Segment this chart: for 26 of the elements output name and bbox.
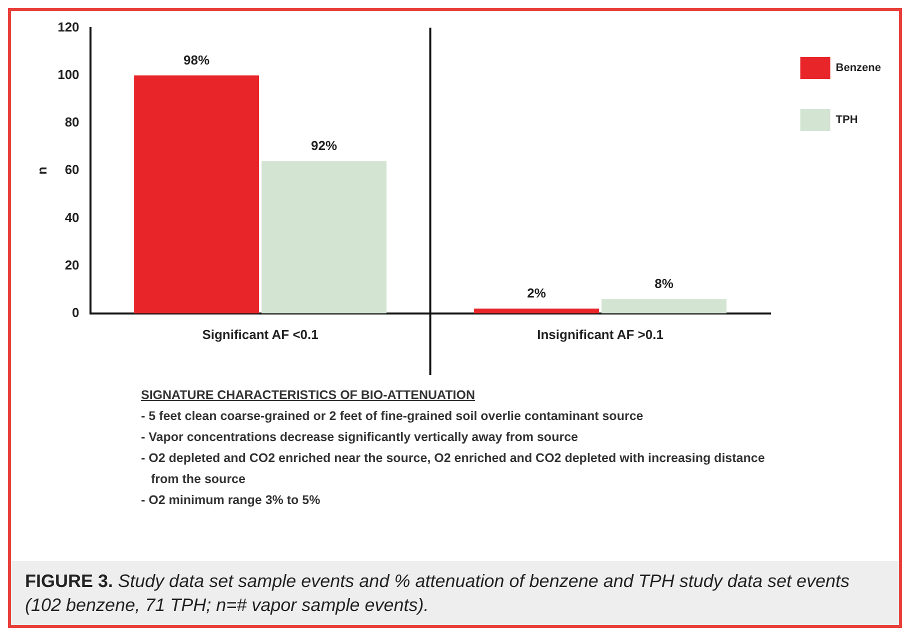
text: - O2 minimum range 3% to 5% [141,492,322,509]
text: - Vapor concentrations decrease significantly vertically away from source [141,429,579,446]
annotation: 98% [184,52,210,68]
caption: FIGURE 3. Study data set sample events and % attenuation of benzene and TPH study data set events (102 benzene, 71 TPH; n=# vapor sample events). [25,571,850,615]
y-tick-label: 120 [58,19,80,34]
y-tick-label: 60 [64,162,80,178]
annotation: 8% [654,276,674,292]
bar [262,161,387,314]
y-tick-label: 0 [72,304,80,320]
y-tick-label: 80 [64,114,80,130]
bar [602,299,726,314]
annotation: 2% [527,286,546,301]
text: - O2 depleted and CO2 enriched near the source, O2 enriched and CO2 depleted with increasing distance from the source [141,450,766,488]
bar [474,308,599,314]
y-tick-label: 100 [58,66,80,82]
legend-label: TPH [836,114,858,126]
bar [134,75,260,314]
annotation: 92% [311,138,338,154]
x-tick-label: Insignificant AF >0.1 [537,326,664,342]
legend-label: Benzene [836,62,882,74]
text: SIGNATURE CHARACTERISTICS OF BIO-ATTENUATION [141,387,476,404]
text: - 5 feet clean coarse-grained or 2 feet of fine-grained soil overlie contaminant source [141,408,644,425]
y-tick-label: 20 [64,257,80,272]
y-tick-label: 40 [64,210,80,225]
x-tick-label: Significant AF <0.1 [202,326,318,342]
y-axis-title: n [34,166,50,175]
